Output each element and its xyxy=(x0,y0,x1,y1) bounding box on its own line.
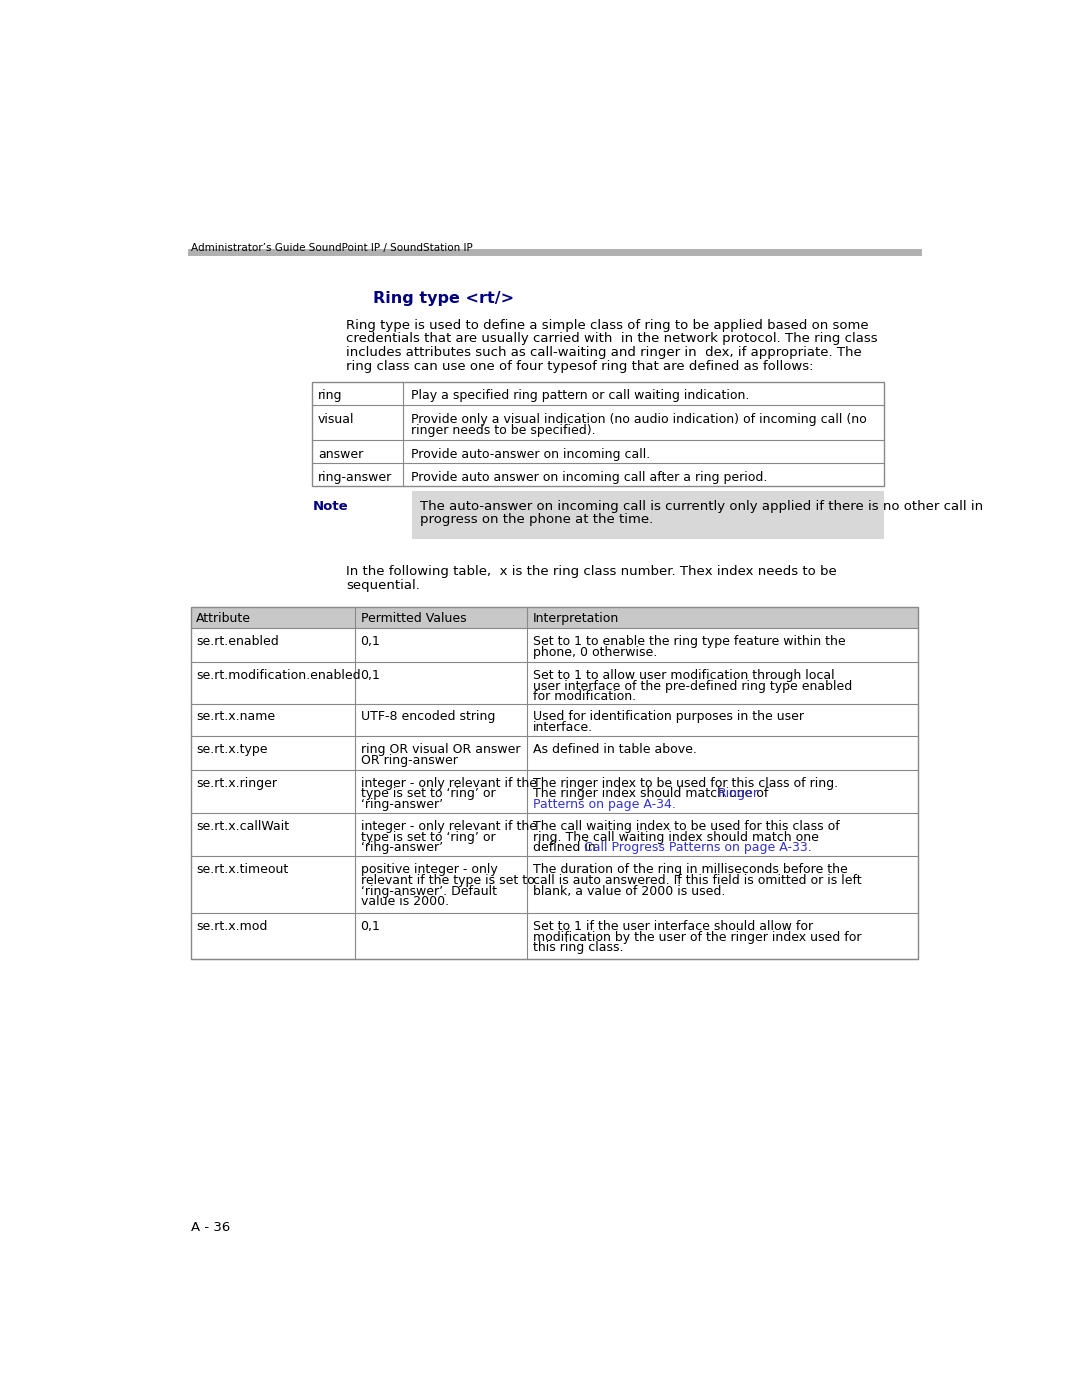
Text: ring: ring xyxy=(318,390,342,402)
Text: phone, 0 otherwise.: phone, 0 otherwise. xyxy=(532,645,657,659)
Text: interface.: interface. xyxy=(532,721,593,735)
Text: se.rt.x.name: se.rt.x.name xyxy=(197,711,275,724)
Text: The ringer index should match one of: The ringer index should match one of xyxy=(532,788,772,800)
Text: Provide only a visual indication (no audio indication) of incoming call (no: Provide only a visual indication (no aud… xyxy=(410,412,866,426)
Text: The ringer index to be used for this class of ring.: The ringer index to be used for this cla… xyxy=(532,777,838,789)
Text: se.rt.x.type: se.rt.x.type xyxy=(197,743,268,756)
Text: Ring type is used to define a simple class of ring to be applied based on some: Ring type is used to define a simple cla… xyxy=(346,319,868,331)
Text: The call waiting index to be used for this class of: The call waiting index to be used for th… xyxy=(532,820,839,833)
Text: Attribute: Attribute xyxy=(197,612,252,624)
Text: call is auto answered. If this field is omitted or is left: call is auto answered. If this field is … xyxy=(532,873,861,887)
Bar xyxy=(312,381,883,486)
Text: Ring type <rt/>: Ring type <rt/> xyxy=(373,291,514,306)
Text: type is set to ‘ring’ or: type is set to ‘ring’ or xyxy=(361,831,495,844)
Bar xyxy=(413,490,883,539)
Text: Permitted Values: Permitted Values xyxy=(361,612,467,624)
Bar xyxy=(191,606,918,629)
Text: The auto-answer on incoming call is currently only applied if there is no other : The auto-answer on incoming call is curr… xyxy=(420,500,983,513)
Text: integer - only relevant if the: integer - only relevant if the xyxy=(361,777,537,789)
Text: As defined in table above.: As defined in table above. xyxy=(532,743,697,756)
Text: A - 36: A - 36 xyxy=(191,1221,230,1234)
Text: se.rt.modification.enabled: se.rt.modification.enabled xyxy=(197,669,361,682)
Text: Play a specified ring pattern or call waiting indication.: Play a specified ring pattern or call wa… xyxy=(410,390,750,402)
Text: Provide auto answer on incoming call after a ring period.: Provide auto answer on incoming call aft… xyxy=(410,471,767,483)
Text: relevant if the type is set to: relevant if the type is set to xyxy=(361,873,535,887)
Text: ring. The call waiting index should match one: ring. The call waiting index should matc… xyxy=(532,831,819,844)
Text: positive integer - only: positive integer - only xyxy=(361,863,497,876)
Text: OR ring-answer: OR ring-answer xyxy=(361,753,458,767)
Text: ring class can use one of four typesof ring that are defined as follows:: ring class can use one of four typesof r… xyxy=(346,360,813,373)
Text: se.rt.x.mod: se.rt.x.mod xyxy=(197,921,268,933)
Text: ring OR visual OR answer: ring OR visual OR answer xyxy=(361,743,521,756)
Text: modification by the user of the ringer index used for: modification by the user of the ringer i… xyxy=(532,930,861,944)
Text: ‘ring-answer’. Default: ‘ring-answer’. Default xyxy=(361,884,497,897)
Text: ringer needs to be specified).: ringer needs to be specified). xyxy=(410,425,595,437)
Text: for modification.: for modification. xyxy=(532,690,636,704)
Text: answer: answer xyxy=(318,448,363,461)
Text: Ringer: Ringer xyxy=(718,788,759,800)
Text: defined in: defined in xyxy=(532,841,599,855)
Text: integer - only relevant if the: integer - only relevant if the xyxy=(361,820,537,833)
Text: 0,1: 0,1 xyxy=(361,636,380,648)
Text: Note: Note xyxy=(313,500,349,513)
Text: credentials that are usually carried with  in the network protocol. The ring cla: credentials that are usually carried wit… xyxy=(346,332,877,345)
Text: Call Progress Patterns on page A-33.: Call Progress Patterns on page A-33. xyxy=(584,841,812,855)
Text: type is set to ‘ring’ or: type is set to ‘ring’ or xyxy=(361,788,495,800)
Text: Patterns on page A-34.: Patterns on page A-34. xyxy=(532,798,675,812)
Text: Provide auto-answer on incoming call.: Provide auto-answer on incoming call. xyxy=(410,448,650,461)
Text: this ring class.: this ring class. xyxy=(532,942,623,954)
Text: blank, a value of 2000 is used.: blank, a value of 2000 is used. xyxy=(532,884,725,897)
Text: Set to 1 to enable the ring type feature within the: Set to 1 to enable the ring type feature… xyxy=(532,636,846,648)
Text: ring-answer: ring-answer xyxy=(318,471,392,483)
Text: sequential.: sequential. xyxy=(346,578,420,592)
Text: includes attributes such as call-waiting and ringer in  dex, if appropriate. The: includes attributes such as call-waiting… xyxy=(346,346,862,359)
Text: se.rt.x.callWait: se.rt.x.callWait xyxy=(197,820,289,833)
Text: Set to 1 to allow user modification through local: Set to 1 to allow user modification thro… xyxy=(532,669,834,682)
Text: In the following table,  x is the ring class number. The​x index needs to be: In the following table, x is the ring cl… xyxy=(346,564,837,578)
Text: ‘ring-answer’: ‘ring-answer’ xyxy=(361,841,443,855)
Text: se.rt.x.timeout: se.rt.x.timeout xyxy=(197,863,288,876)
Text: UTF-8 encoded string: UTF-8 encoded string xyxy=(361,711,495,724)
Bar xyxy=(191,606,918,960)
Text: Used for identification purposes in the user: Used for identification purposes in the … xyxy=(532,711,804,724)
Text: visual: visual xyxy=(318,412,354,426)
Text: user interface of the pre-defined ring type enabled: user interface of the pre-defined ring t… xyxy=(532,680,852,693)
Text: Administrator’s Guide SoundPoint IP / SoundStation IP: Administrator’s Guide SoundPoint IP / So… xyxy=(191,243,473,253)
Text: ‘ring-answer’: ‘ring-answer’ xyxy=(361,798,443,812)
Text: 0,1: 0,1 xyxy=(361,669,380,682)
Text: progress on the phone at the time.: progress on the phone at the time. xyxy=(420,513,653,527)
Text: se.rt.enabled: se.rt.enabled xyxy=(197,636,279,648)
Text: Set to 1 if the user interface should allow for: Set to 1 if the user interface should al… xyxy=(532,921,813,933)
Text: The duration of the ring in milliseconds before the: The duration of the ring in milliseconds… xyxy=(532,863,848,876)
Text: 0,1: 0,1 xyxy=(361,921,380,933)
Text: value is 2000.: value is 2000. xyxy=(361,895,448,908)
Text: se.rt.x.ringer: se.rt.x.ringer xyxy=(197,777,278,789)
Text: Interpretation: Interpretation xyxy=(532,612,619,624)
